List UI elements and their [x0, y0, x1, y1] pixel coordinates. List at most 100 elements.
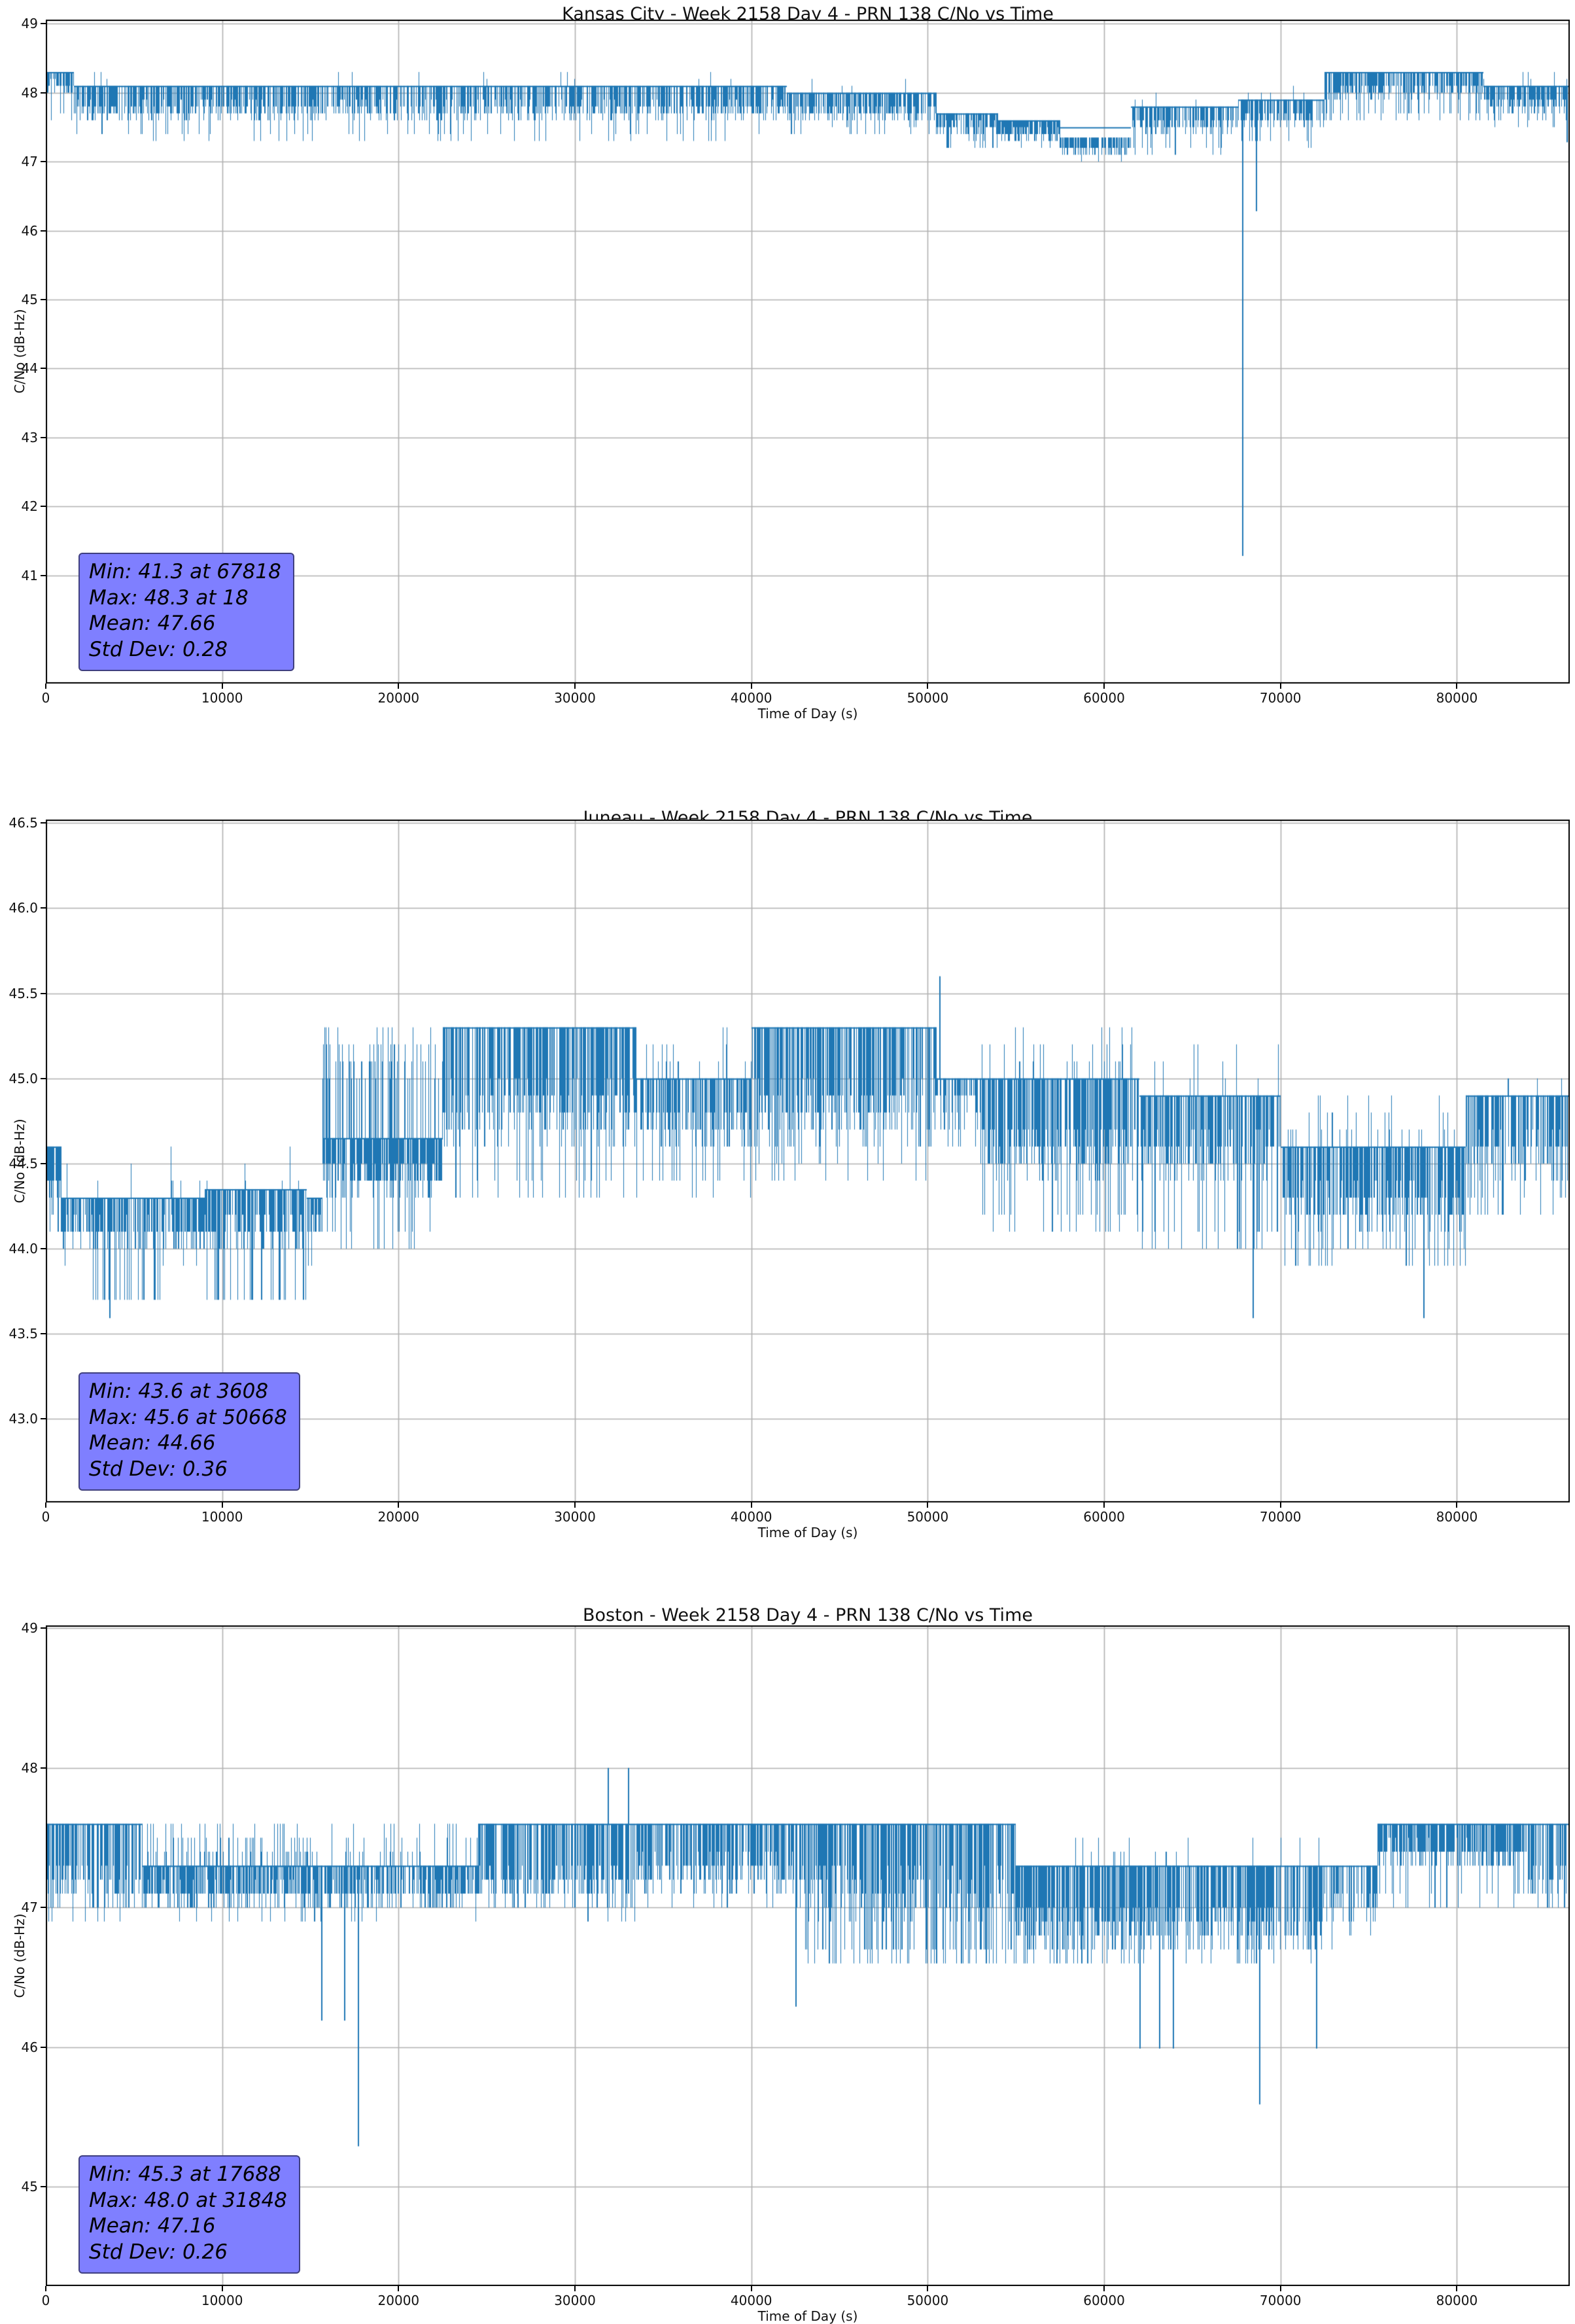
- y-tick-label: 49: [21, 1620, 38, 1637]
- stats-mean: Mean: 47.66: [89, 612, 216, 636]
- stats-max: Max: 48.3 at 18: [89, 585, 249, 610]
- stats-max: Max: 48.0 at 31848: [89, 2188, 287, 2212]
- y-tick-mark: [41, 230, 46, 232]
- y-tick-label: 45.5: [9, 985, 38, 1001]
- x-tick-mark: [1456, 2286, 1458, 2291]
- x-tick-mark: [398, 684, 400, 689]
- x-tick-mark: [1279, 2286, 1281, 2291]
- x-tick-mark: [45, 1502, 46, 1508]
- x-tick-mark: [750, 1502, 752, 1508]
- y-tick-label: 46: [21, 222, 38, 239]
- x-tick-label: 60000: [1083, 1509, 1125, 1525]
- x-tick-label: 10000: [201, 2293, 243, 2308]
- x-tick-mark: [221, 684, 223, 689]
- stats-max: Max: 45.6 at 50668: [89, 1405, 287, 1429]
- y-tick-mark: [41, 2046, 46, 2048]
- y-tick-label: 44.0: [9, 1241, 38, 1257]
- x-tick-label: 50000: [907, 690, 949, 706]
- figure-kansas-city: Kansas City - Week 2158 Day 4 - PRN 138 …: [0, 0, 1575, 774]
- x-tick-mark: [927, 1502, 929, 1508]
- x-tick-mark: [750, 684, 752, 689]
- y-tick-mark: [41, 92, 46, 94]
- chart-title: Boston - Week 2158 Day 4 - PRN 138 C/No …: [583, 1605, 1033, 1625]
- x-tick-label: 40000: [730, 1509, 772, 1525]
- x-tick-label: 70000: [1259, 1509, 1302, 1525]
- y-tick-label: 49: [21, 16, 38, 32]
- x-tick-mark: [45, 684, 46, 689]
- x-tick-label: 0: [41, 1509, 50, 1525]
- y-tick-mark: [41, 992, 46, 994]
- y-tick-label: 46: [21, 2039, 38, 2055]
- x-tick-mark: [927, 2286, 929, 2291]
- x-tick-label: 0: [41, 690, 50, 706]
- x-tick-label: 60000: [1083, 690, 1125, 706]
- y-tick-mark: [41, 1767, 46, 1769]
- stats-mean: Mean: 44.66: [89, 1431, 216, 1455]
- x-tick-mark: [750, 2286, 752, 2291]
- y-tick-mark: [41, 161, 46, 163]
- x-tick-mark: [398, 1502, 400, 1508]
- y-tick-label: 47: [21, 154, 38, 170]
- x-tick-mark: [1103, 1502, 1105, 1508]
- x-tick-label: 10000: [201, 1509, 243, 1525]
- stats-box: Min: 43.6 at 3608 Max: 45.6 at 50668 Mea…: [78, 1372, 300, 1491]
- y-tick-mark: [41, 1077, 46, 1079]
- x-tick-mark: [1456, 1502, 1458, 1508]
- x-tick-label: 40000: [730, 690, 772, 706]
- y-tick-mark: [41, 436, 46, 438]
- x-tick-mark: [574, 2286, 576, 2291]
- y-tick-mark: [41, 298, 46, 300]
- y-tick-mark: [41, 1418, 46, 1420]
- x-tick-mark: [1456, 684, 1458, 689]
- y-tick-label: 45: [21, 2179, 38, 2195]
- x-axis-label: Time of Day (s): [757, 1525, 858, 1540]
- x-tick-label: 70000: [1259, 690, 1302, 706]
- x-tick-label: 80000: [1436, 2293, 1478, 2308]
- stats-box: Min: 41.3 at 67818 Max: 48.3 at 18 Mean:…: [78, 553, 294, 671]
- x-tick-label: 80000: [1436, 1509, 1478, 1525]
- figure-juneau: Juneau - Week 2158 Day 4 - PRN 138 C/No …: [0, 774, 1575, 1548]
- y-tick-mark: [41, 1333, 46, 1335]
- y-tick-label: 45: [21, 291, 38, 307]
- x-axis-label: Time of Day (s): [757, 706, 858, 721]
- x-tick-label: 80000: [1436, 690, 1478, 706]
- y-tick-label: 43: [21, 429, 38, 445]
- y-tick-mark: [41, 822, 46, 824]
- x-tick-mark: [927, 684, 929, 689]
- y-tick-label: 42: [21, 498, 38, 515]
- y-tick-mark: [41, 907, 46, 909]
- x-tick-label: 60000: [1083, 2293, 1125, 2308]
- y-axis-label: C/No (dB-Hz): [12, 1913, 27, 1998]
- x-tick-label: 40000: [730, 2293, 772, 2308]
- x-tick-label: 20000: [377, 1509, 420, 1525]
- x-tick-mark: [1279, 684, 1281, 689]
- x-tick-label: 70000: [1259, 2293, 1302, 2308]
- x-tick-mark: [398, 2286, 400, 2291]
- y-tick-mark: [41, 1248, 46, 1250]
- figure-boston: Boston - Week 2158 Day 4 - PRN 138 C/No …: [0, 1548, 1575, 2324]
- x-tick-mark: [1279, 1502, 1281, 1508]
- y-tick-label: 48: [21, 84, 38, 101]
- y-tick-mark: [41, 1907, 46, 1909]
- y-tick-label: 46.0: [9, 900, 38, 916]
- y-tick-label: 41: [21, 567, 38, 583]
- x-tick-label: 0: [41, 2293, 50, 2308]
- stats-min: Min: 43.6 at 3608: [89, 1379, 269, 1403]
- x-tick-mark: [221, 1502, 223, 1508]
- y-tick-label: 47: [21, 1899, 38, 1916]
- plot-area: [46, 20, 1570, 684]
- x-tick-mark: [45, 2286, 46, 2291]
- y-tick-label: 44: [21, 360, 38, 377]
- y-tick-label: 48: [21, 1760, 38, 1776]
- stats-mean: Mean: 47.16: [89, 2214, 216, 2238]
- y-tick-label: 43.0: [9, 1411, 38, 1427]
- y-tick-mark: [41, 368, 46, 370]
- y-tick-mark: [41, 23, 46, 25]
- y-tick-mark: [41, 1162, 46, 1164]
- y-tick-label: 46.5: [9, 815, 38, 831]
- x-tick-label: 30000: [554, 1509, 596, 1525]
- x-tick-label: 50000: [907, 2293, 949, 2308]
- x-tick-mark: [1103, 684, 1105, 689]
- y-tick-label: 44.5: [9, 1155, 38, 1171]
